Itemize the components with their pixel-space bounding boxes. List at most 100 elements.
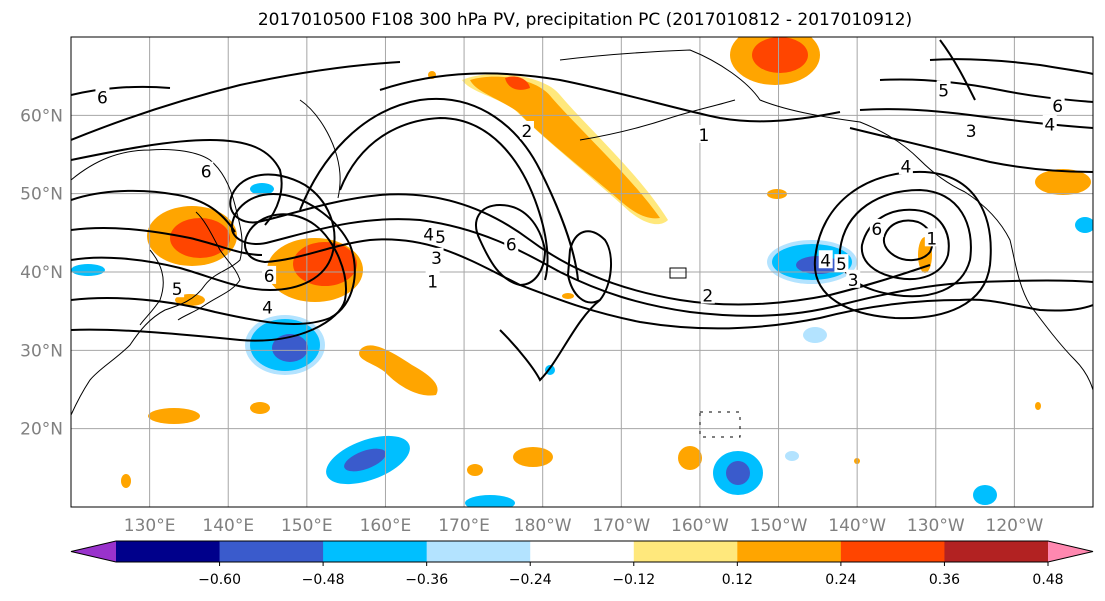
pv-label-bg bbox=[429, 247, 444, 266]
precip-blob bbox=[1035, 402, 1041, 410]
graticule bbox=[71, 37, 1093, 507]
precip-blob bbox=[562, 293, 574, 299]
colorbar-segment bbox=[323, 541, 428, 562]
pv-label-bg bbox=[1050, 95, 1065, 114]
pv-contour-label: 1 bbox=[926, 229, 937, 249]
pv-label-bg bbox=[700, 285, 715, 304]
pv-label-bg bbox=[425, 271, 440, 290]
lat-tick-label: 20°N bbox=[20, 420, 63, 440]
colorbar-segment bbox=[737, 541, 842, 562]
precip-blob bbox=[344, 448, 386, 472]
pv-label-bg bbox=[504, 234, 519, 253]
coastline-japan bbox=[177, 211, 241, 321]
precip-blob bbox=[470, 76, 660, 219]
precip-blob bbox=[465, 495, 515, 507]
pv-label-bg bbox=[199, 161, 214, 180]
lon-tick-label: 160°E bbox=[360, 516, 412, 536]
lat-tick-label: 30°N bbox=[20, 341, 63, 361]
pv-contour-label: 6 bbox=[97, 88, 108, 108]
lon-tick-label: 170°E bbox=[438, 516, 490, 536]
colorbar-segment bbox=[633, 541, 738, 562]
island-midway bbox=[669, 267, 687, 279]
pv-label-bg bbox=[936, 80, 951, 99]
colorbar-segment bbox=[219, 541, 324, 562]
pv-contour bbox=[339, 116, 549, 281]
pv-contour bbox=[71, 226, 263, 256]
lon-tick-label: 160°W bbox=[671, 516, 729, 536]
pv-contour-label: 6 bbox=[264, 267, 275, 287]
pv-contour-label: 1 bbox=[698, 126, 709, 146]
precip-blob bbox=[359, 345, 438, 396]
pv-contour-label: 2 bbox=[522, 122, 533, 142]
pv-contour bbox=[379, 72, 841, 123]
lon-tick-label: 180°W bbox=[514, 516, 572, 536]
pv-contour-label: 4 bbox=[262, 298, 273, 318]
colorbar-segment bbox=[530, 541, 635, 562]
lon-tick-label: 130°W bbox=[907, 516, 965, 536]
pv-label-bg bbox=[421, 224, 436, 243]
coastline-asia bbox=[71, 149, 243, 416]
pv-contour bbox=[939, 39, 976, 101]
lon-tick-label: 140°W bbox=[828, 516, 886, 536]
pv-contour bbox=[71, 85, 171, 96]
colorbar-segment bbox=[840, 541, 945, 562]
lat-tick-label: 40°N bbox=[20, 263, 63, 283]
lon-tick-label: 170°W bbox=[592, 516, 650, 536]
pv-contour-label: 5 bbox=[938, 81, 949, 101]
lon-tick-label: 150°W bbox=[750, 516, 808, 536]
coastlines bbox=[71, 49, 1093, 438]
pv-contours bbox=[71, 39, 1093, 382]
pv-contour bbox=[475, 203, 547, 287]
coastline-alaska bbox=[559, 49, 966, 193]
precip-blob bbox=[726, 461, 750, 485]
coastline-aleutians bbox=[579, 99, 736, 141]
colorbar-tick-label: 0.48 bbox=[1032, 572, 1063, 588]
lon-tick-label: 150°E bbox=[281, 516, 333, 536]
precip-blob bbox=[678, 446, 702, 470]
pv-contour-label: 3 bbox=[431, 249, 442, 269]
colorbar-segment bbox=[116, 541, 221, 562]
colorbar-tick-label: −0.24 bbox=[509, 572, 552, 588]
pv-label-bg bbox=[834, 254, 849, 273]
pv-label-bg bbox=[846, 269, 861, 288]
lon-tick-label: 140°E bbox=[202, 516, 254, 536]
island-hawaii bbox=[699, 411, 741, 438]
latitude-labels: 60°N 50°N 40°N 30°N 20°N bbox=[20, 106, 63, 439]
pv-label-bg bbox=[170, 279, 185, 298]
pv-contour-label: 3 bbox=[966, 122, 977, 142]
pv-label-bg bbox=[262, 265, 277, 284]
precip-blob bbox=[272, 334, 308, 362]
pv-contour bbox=[813, 170, 992, 320]
colorbar-extend-high bbox=[1048, 541, 1093, 562]
colorbar-segment bbox=[426, 541, 531, 562]
pv-contour bbox=[879, 78, 1093, 103]
precip-blob bbox=[803, 327, 827, 343]
precip-blob bbox=[785, 451, 799, 461]
precip-blob bbox=[1075, 217, 1093, 233]
pv-contour bbox=[299, 97, 579, 281]
colorbar-tick-label: 0.36 bbox=[929, 572, 960, 588]
precip-blob bbox=[1035, 169, 1091, 195]
colorbar-tick-label: −0.48 bbox=[302, 572, 345, 588]
pv-contour-label: 6 bbox=[1052, 97, 1063, 117]
longitude-labels: 130°E 140°E 150°E 160°E 170°E 180°W 170°W 160°W… bbox=[124, 516, 1044, 536]
precip-blob bbox=[505, 76, 530, 90]
pv-contour bbox=[849, 127, 1093, 173]
precip-blob bbox=[170, 218, 230, 258]
pv-label-bg bbox=[818, 250, 833, 269]
pv-contour-label: 3 bbox=[848, 271, 859, 291]
colorbar-tick-label: −0.12 bbox=[612, 572, 655, 588]
pv-label-bg bbox=[696, 124, 711, 143]
pv-contour-label: 4 bbox=[820, 251, 831, 271]
pv-label-bg bbox=[1042, 114, 1057, 133]
pv-contour-label: 6 bbox=[871, 220, 882, 240]
precipitation-shading bbox=[71, 37, 1093, 507]
pv-contour-label: 6 bbox=[201, 163, 212, 183]
pv-label-bg bbox=[260, 297, 275, 316]
pv-contour bbox=[71, 173, 931, 306]
pv-contour bbox=[71, 138, 283, 226]
pv-contour-label: 4 bbox=[1044, 116, 1055, 136]
